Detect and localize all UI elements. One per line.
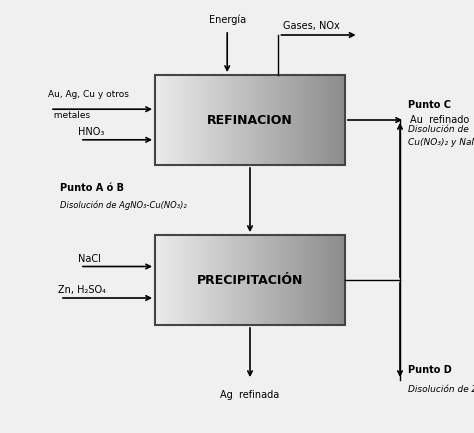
Text: metales: metales <box>48 111 90 120</box>
Text: PRECIPITACIÓN: PRECIPITACIÓN <box>197 274 303 287</box>
Text: NaCl: NaCl <box>78 253 101 264</box>
Text: Disolución de AgNO₃-Cu(NO₃)₂: Disolución de AgNO₃-Cu(NO₃)₂ <box>60 200 187 210</box>
Text: Energía: Energía <box>209 14 246 25</box>
Text: Punto A ó B: Punto A ó B <box>60 183 124 193</box>
Text: Disolución de ZnCl: Disolución de ZnCl <box>408 385 474 394</box>
Text: Punto D: Punto D <box>408 365 452 375</box>
Text: Au  refinado: Au refinado <box>410 115 469 125</box>
Text: Punto C: Punto C <box>408 100 451 110</box>
Text: Ag  refinada: Ag refinada <box>220 390 280 400</box>
Text: Au, Ag, Cu y otros: Au, Ag, Cu y otros <box>48 90 129 99</box>
Text: Zn, H₂SO₄: Zn, H₂SO₄ <box>58 285 106 295</box>
Text: REFINACION: REFINACION <box>207 113 293 126</box>
Text: Gases, NOx: Gases, NOx <box>283 21 340 31</box>
Bar <box>155 235 345 325</box>
Bar <box>155 75 345 165</box>
Text: Disolución de: Disolución de <box>408 125 469 134</box>
Text: Cu(NO₃)₂ y NaNO₃: Cu(NO₃)₂ y NaNO₃ <box>408 138 474 147</box>
Text: HNO₃: HNO₃ <box>78 127 104 137</box>
